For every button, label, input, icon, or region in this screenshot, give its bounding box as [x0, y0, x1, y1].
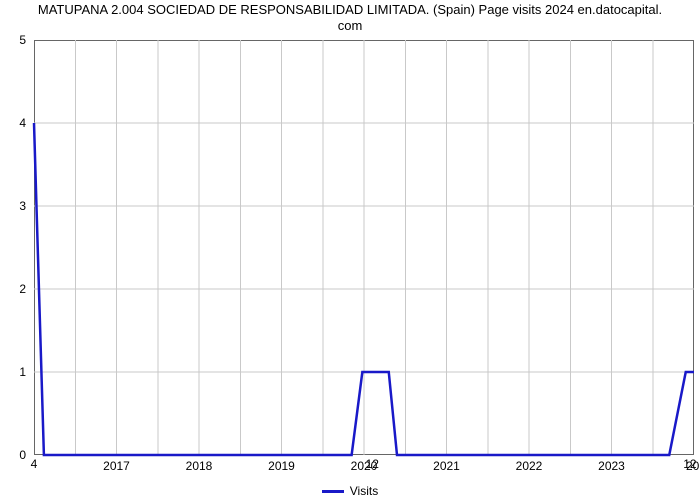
- plot-svg: [34, 40, 694, 455]
- x-tick-label: 2021: [433, 459, 460, 473]
- x-tick-label: 2017: [103, 459, 130, 473]
- visits-line-chart: MATUPANA 2.004 SOCIEDAD DE RESPONSABILID…: [0, 0, 700, 500]
- y-tick-label: 4: [0, 116, 26, 130]
- y-tick-label: 0: [0, 448, 26, 462]
- y-tick-label: 1: [0, 365, 26, 379]
- x-tick-label: 2019: [268, 459, 295, 473]
- chart-title: MATUPANA 2.004 SOCIEDAD DE RESPONSABILID…: [0, 2, 700, 35]
- data-point-label: 12: [683, 457, 696, 471]
- x-tick-label: 2022: [516, 459, 543, 473]
- x-tick-label: 2018: [186, 459, 213, 473]
- data-point-label: 12: [366, 457, 379, 471]
- legend-label: Visits: [350, 484, 378, 498]
- y-tick-label: 2: [0, 282, 26, 296]
- plot-area: [34, 40, 694, 455]
- chart-title-line1: MATUPANA 2.004 SOCIEDAD DE RESPONSABILID…: [38, 2, 662, 17]
- y-tick-label: 5: [0, 33, 26, 47]
- legend: Visits: [0, 484, 700, 498]
- x-tick-label: 2023: [598, 459, 625, 473]
- y-tick-label: 3: [0, 199, 26, 213]
- chart-title-line2: com: [338, 18, 363, 33]
- legend-swatch: [322, 490, 344, 493]
- data-point-label: 4: [31, 457, 38, 471]
